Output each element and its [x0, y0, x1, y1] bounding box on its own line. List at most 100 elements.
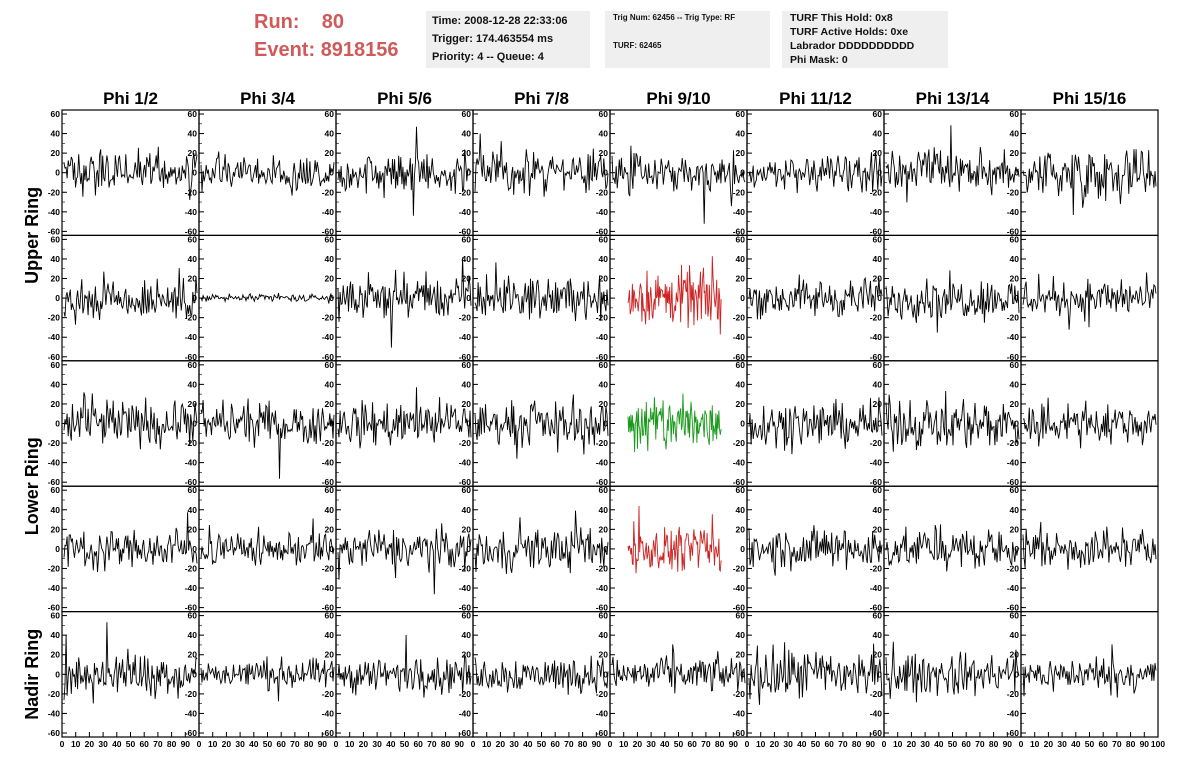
y-tick-label: 20	[51, 148, 61, 158]
x-tick-label: 40	[1071, 739, 1081, 749]
x-tick-label: 10	[71, 739, 81, 749]
y-tick-label: 20	[873, 274, 883, 284]
column-title: Phi 15/16	[1053, 89, 1127, 108]
x-tick-label: 70	[1112, 739, 1122, 749]
y-tick-label: 0	[740, 168, 745, 178]
y-tick-label: 60	[51, 109, 61, 119]
waveform-panel: 60 40 20 0 -20 -40 -60	[1007, 109, 1159, 236]
x-tick-label: 30	[509, 739, 519, 749]
x-tick-label: 30	[646, 739, 656, 749]
y-tick-label: -20	[870, 438, 883, 448]
y-tick-label: 40	[736, 630, 746, 640]
waveform-trace	[885, 125, 1020, 203]
waveform-trace	[337, 126, 472, 216]
y-tick-label: 0	[329, 293, 334, 303]
y-tick-label: 60	[599, 611, 609, 621]
x-tick-label: 40	[660, 739, 670, 749]
y-tick-label: -20	[870, 313, 883, 323]
y-tick-label: 20	[599, 524, 609, 534]
y-tick-label: 20	[188, 274, 198, 284]
column-title: Phi 1/2	[103, 89, 158, 108]
panel-frame	[472, 234, 611, 362]
y-tick-label: -60	[185, 477, 198, 487]
y-tick-label: -40	[322, 583, 335, 593]
y-tick-label: 60	[462, 611, 472, 621]
y-tick-label: 0	[877, 293, 882, 303]
y-tick-label: 40	[462, 630, 472, 640]
waveform-panel: 60 40 20 0 -20 -40 -60	[870, 109, 1022, 236]
y-tick-label: -60	[459, 603, 472, 613]
y-tick-label: 0	[603, 293, 608, 303]
y-tick-label: 40	[188, 630, 198, 640]
y-tick-label: -20	[322, 438, 335, 448]
waveform-panel: 60 40 20 0 -20 -40 -60	[185, 234, 337, 362]
waveform-trace	[1022, 272, 1157, 330]
waveform-trace	[748, 642, 883, 705]
x-tick-label: 90	[1140, 739, 1150, 749]
x-tick-label: 60	[687, 739, 697, 749]
waveform-trace	[474, 262, 609, 322]
y-tick-label: 60	[1010, 611, 1020, 621]
y-tick-label: -20	[733, 689, 746, 699]
trigger-text: Trigger: 174.463554 ms	[432, 33, 554, 45]
turf-text: TURF: 62465	[613, 41, 662, 50]
y-tick-label: -20	[185, 313, 198, 323]
x-tick-label: 60	[961, 739, 971, 749]
y-tick-label: -20	[733, 313, 746, 323]
y-tick-label: -20	[733, 563, 746, 573]
y-tick-label: 60	[599, 485, 609, 495]
waveform-panel: 60 40 20 0 -20 -40 -60	[459, 234, 611, 362]
y-tick-label: 40	[325, 254, 335, 264]
y-tick-label: 20	[325, 399, 335, 409]
waveform-trace	[748, 525, 883, 576]
priority-text: Priority: 4 -- Queue: 4	[432, 51, 544, 63]
time-text: Time: 2008-12-28 22:33:06	[432, 15, 568, 27]
waveform-panel: 60 40 20 0 -20 -40 -60	[48, 109, 200, 236]
y-tick-label: -20	[870, 689, 883, 699]
y-tick-label: -60	[185, 728, 198, 738]
y-tick-label: 20	[873, 650, 883, 660]
y-tick-label: -40	[185, 583, 198, 593]
y-tick-label: 60	[188, 109, 198, 119]
y-tick-label: -20	[733, 438, 746, 448]
y-tick-label: 20	[188, 524, 198, 534]
x-tick-label: 10	[893, 739, 903, 749]
x-tick-label: 90	[729, 739, 739, 749]
x-tick-label: 50	[674, 739, 684, 749]
waveform-trace	[337, 387, 472, 449]
x-tick-label: 0	[745, 739, 750, 749]
y-tick-label: -40	[870, 583, 883, 593]
x-tick-label: 70	[290, 739, 300, 749]
waveform-trace	[627, 256, 722, 335]
y-tick-label: -60	[322, 603, 335, 613]
y-tick-label: 0	[740, 669, 745, 679]
y-tick-label: 0	[740, 419, 745, 429]
y-tick-label: 0	[329, 669, 334, 679]
y-tick-label: 40	[462, 254, 472, 264]
y-tick-label: 20	[1010, 650, 1020, 660]
y-tick-label: 60	[873, 360, 883, 370]
y-tick-label: -20	[322, 689, 335, 699]
x-tick-label: 50	[811, 739, 821, 749]
y-tick-label: -20	[185, 438, 198, 448]
y-tick-label: -20	[596, 438, 609, 448]
y-tick-label: 20	[462, 650, 472, 660]
x-tick-label: 60	[139, 739, 149, 749]
x-tick-label: 10	[619, 739, 629, 749]
y-tick-label: 0	[466, 419, 471, 429]
y-tick-label: -20	[322, 187, 335, 197]
y-tick-label: 40	[1010, 254, 1020, 264]
y-tick-label: -40	[870, 458, 883, 468]
y-tick-label: 60	[736, 109, 746, 119]
y-tick-label: -40	[733, 458, 746, 468]
x-tick-label: 70	[975, 739, 985, 749]
y-tick-label: -60	[596, 352, 609, 362]
waveform-panel: 60 40 20 0 -20 -40 -60	[459, 109, 611, 236]
y-tick-label: 0	[603, 419, 608, 429]
y-tick-label: 20	[599, 399, 609, 409]
y-tick-label: -20	[733, 187, 746, 197]
